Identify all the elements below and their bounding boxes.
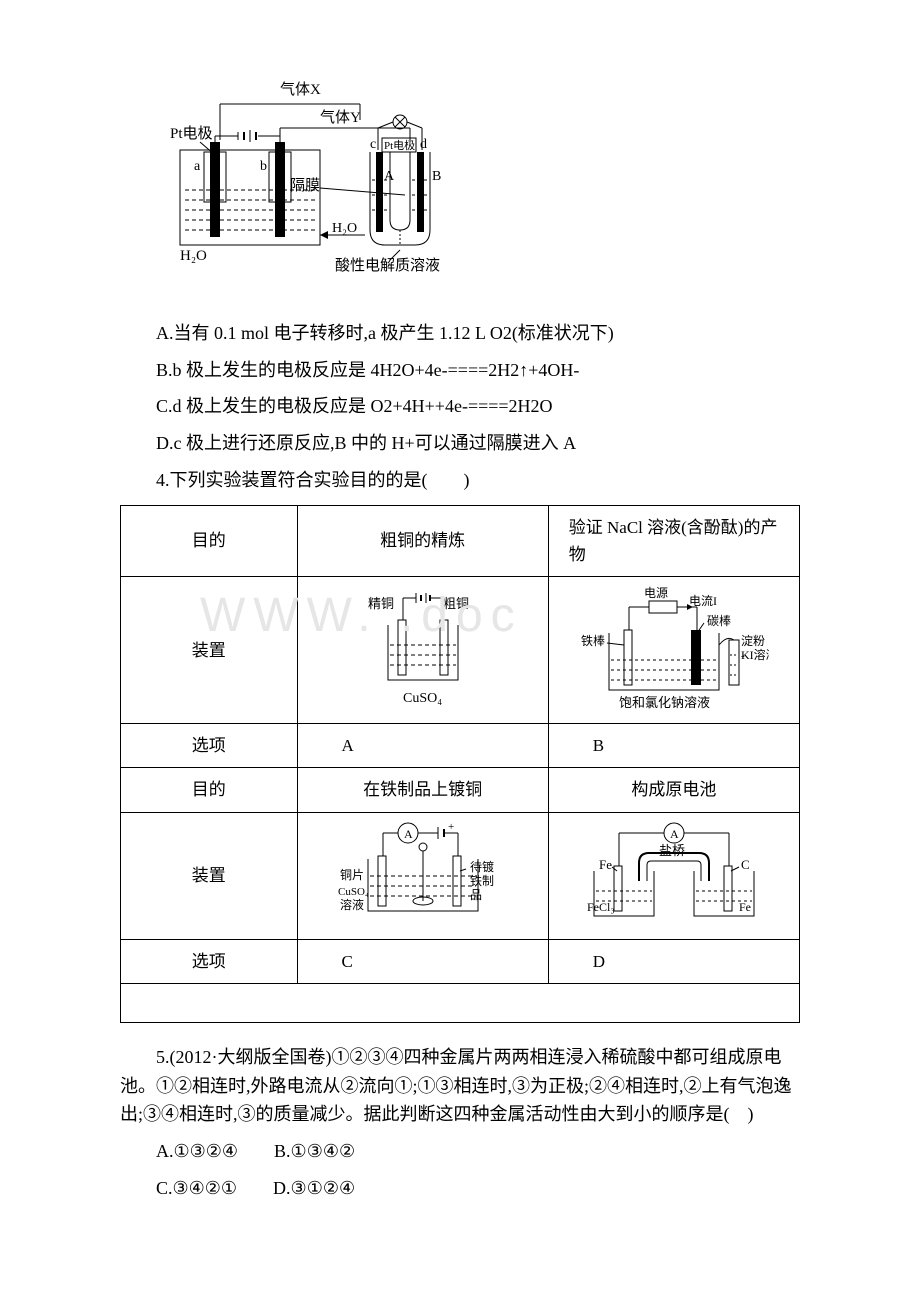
label-a: a bbox=[194, 159, 201, 174]
svg-text:铜片: 铜片 bbox=[340, 867, 364, 882]
label-h2o-left: H₂O bbox=[180, 248, 207, 264]
label-electrolyte: 酸性电解质溶液 bbox=[335, 257, 440, 274]
q3-option-b: B.b 极上发生的电极反应是 4H2O+4e-====2H2↑+4OH- bbox=[120, 356, 800, 385]
hdr-device-1: 装置 bbox=[121, 577, 298, 724]
cell-purpose-c: 在铁制品上镀铜 bbox=[297, 768, 548, 812]
label-d: d bbox=[420, 137, 427, 152]
svg-text:电流I: 电流I bbox=[689, 594, 717, 608]
cell-device-d: A 盐桥 Fe C bbox=[548, 812, 799, 939]
svg-text:精铜: 精铜 bbox=[368, 596, 394, 611]
cell-purpose-a: 粗铜的精炼 bbox=[297, 505, 548, 576]
svg-text:Fe: Fe bbox=[599, 857, 612, 872]
hdr-option-1: 选项 bbox=[121, 724, 298, 768]
label-pt-right: Pt电极 bbox=[384, 138, 415, 152]
label-A: A bbox=[384, 169, 395, 184]
svg-text:+: + bbox=[448, 821, 454, 833]
q5-options-2: C.③④②① D.③①②④ bbox=[120, 1174, 800, 1203]
svg-text:FeCl₃: FeCl₃ bbox=[587, 900, 615, 914]
svg-text:C: C bbox=[741, 857, 750, 872]
label-gas-y: 气体Y bbox=[320, 109, 361, 126]
label-gas-x: 气体X bbox=[280, 81, 321, 98]
svg-text:碳棒: 碳棒 bbox=[707, 614, 731, 628]
svg-text:KI溶液: KI溶液 bbox=[741, 647, 769, 662]
q4-table: 目的 粗铜的精炼 验证 NaCl 溶液(含酚酞)的产物 装置 精铜 粗铜 bbox=[120, 505, 800, 1023]
svg-text:铁制: 铁制 bbox=[470, 874, 494, 888]
q3-option-d: D.c 极上进行还原反应,B 中的 H+可以通过隔膜进入 A bbox=[120, 429, 800, 458]
svg-text:淀粉: 淀粉 bbox=[741, 634, 765, 648]
q5-stem: 5.(2012·大纲版全国卷)①②③④四种金属片两两相连浸入稀硫酸中都可组成原电… bbox=[120, 1043, 800, 1129]
hdr-device-2: 装置 bbox=[121, 812, 298, 939]
label-h2o-arrow: H₂O bbox=[332, 221, 357, 236]
svg-text:CuSO₄: CuSO₄ bbox=[338, 886, 369, 898]
cell-device-b: 电源 电流I 碳棒 铁棒 bbox=[548, 577, 799, 724]
label-b: b bbox=[260, 159, 267, 174]
svg-text:盐桥: 盐桥 bbox=[659, 843, 685, 858]
cell-purpose-b: 验证 NaCl 溶液(含酚酞)的产物 bbox=[548, 505, 799, 576]
cell-device-c: A + 铜片 CuSO₄ 溶液 待 bbox=[297, 812, 548, 939]
svg-text:溶液: 溶液 bbox=[340, 897, 364, 912]
svg-text:Fe: Fe bbox=[739, 900, 751, 914]
q4-stem: 4.下列实验装置符合实验目的的是( ) bbox=[120, 466, 800, 495]
svg-text:粗铜: 粗铜 bbox=[443, 596, 469, 611]
svg-text:品: 品 bbox=[470, 888, 482, 902]
hdr-purpose-2: 目的 bbox=[121, 768, 298, 812]
cell-option-a: A bbox=[297, 724, 548, 768]
svg-text:电源: 电源 bbox=[644, 586, 668, 600]
q5-options-1: A.①③②④ B.①③④② bbox=[120, 1137, 800, 1166]
label-B: B bbox=[432, 169, 441, 184]
q3-option-a: A.当有 0.1 mol 电子转移时,a 极产生 1.12 L O2(标准状况下… bbox=[120, 319, 800, 348]
svg-text:铁棒: 铁棒 bbox=[581, 634, 605, 648]
label-pt-left: Pt电极 bbox=[170, 125, 213, 142]
svg-text:CuSO₄: CuSO₄ bbox=[403, 691, 442, 706]
hdr-option-2: 选项 bbox=[121, 939, 298, 983]
cell-option-b: B bbox=[548, 724, 799, 768]
svg-text:饱和氯化钠溶液: 饱和氯化钠溶液 bbox=[619, 695, 710, 710]
q3-option-c: C.d 极上发生的电极反应是 O2+4H++4e-====2H2O bbox=[120, 392, 800, 421]
label-membrane: 隔膜 bbox=[290, 177, 320, 194]
diagram-electrolysis-fuelcell: 气体X 气体Y Pt电极 a b H₂O 隔膜 c Pt电极 d bbox=[160, 80, 800, 289]
svg-text:A: A bbox=[404, 827, 413, 841]
cell-option-d: D bbox=[548, 939, 799, 983]
hdr-purpose: 目的 bbox=[121, 505, 298, 576]
svg-text:A: A bbox=[670, 827, 679, 841]
svg-text:待镀: 待镀 bbox=[470, 860, 494, 874]
label-c: c bbox=[370, 137, 376, 152]
cell-purpose-d: 构成原电池 bbox=[548, 768, 799, 812]
cell-device-a: 精铜 粗铜 CuSO₄ bbox=[297, 577, 548, 724]
cell-option-c: C bbox=[297, 939, 548, 983]
